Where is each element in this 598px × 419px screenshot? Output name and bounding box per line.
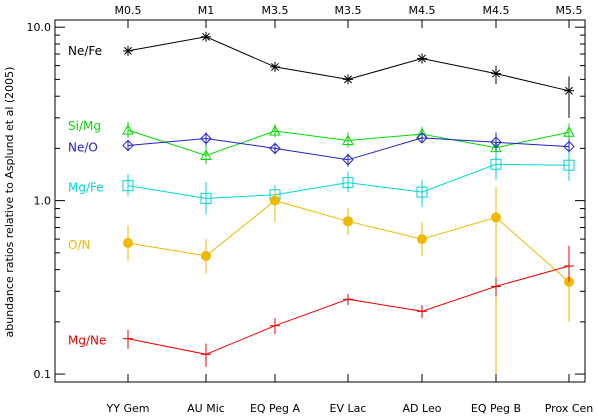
circle-shape — [201, 250, 211, 261]
mg-ne-series-line — [127, 265, 570, 355]
x-tick-label: AU Mic — [187, 402, 225, 415]
circle-marker — [123, 237, 133, 248]
diamond-marker — [269, 142, 281, 155]
asterisk-stroke — [344, 75, 352, 84]
series-labels: Ne/Fe Si/Mg Ne/O Mg/Fe O/N Mg/Ne — [68, 44, 106, 348]
asterisk-stroke — [271, 62, 279, 71]
diamond-shape — [342, 154, 354, 166]
asterisk-marker — [201, 31, 211, 42]
x-tick-label: AD Leo — [403, 402, 442, 415]
plus-marker — [123, 333, 133, 344]
square-shape — [200, 192, 212, 204]
circle-marker — [343, 216, 353, 227]
axes-group: 10.0 1.0 0.1 YY Gem M0.5 AU Mic M1 EQ Peg A M3.5… — [27, 4, 594, 415]
asterisk-marker — [417, 53, 427, 64]
top-tick-label: M4.5 — [483, 4, 510, 17]
triangle-marker — [122, 124, 134, 135]
x-tick-label: EV Lac — [330, 402, 367, 415]
circle-shape — [123, 237, 133, 248]
diamond-shape — [490, 136, 502, 148]
x-tick-label: YY Gem — [106, 402, 150, 415]
plus-marker — [201, 349, 211, 360]
square-shape — [490, 158, 502, 170]
top-tick-label: M3.5 — [335, 4, 362, 17]
asterisk-marker — [491, 68, 501, 79]
square-marker — [416, 186, 428, 198]
diamond-shape — [269, 142, 281, 155]
square-marker — [563, 159, 575, 171]
diamond-shape — [122, 139, 134, 152]
triangle-marker — [342, 134, 354, 146]
x-tick-label: Prox Cen — [545, 402, 594, 415]
ne-o-label: Ne/O — [68, 140, 98, 154]
asterisk-stroke — [565, 86, 573, 95]
plus-marker — [564, 260, 574, 271]
x-tick-label: EQ Peg A — [250, 402, 301, 415]
ne-fe-label: Ne/Fe — [68, 44, 102, 58]
triangle-shape — [269, 124, 281, 136]
triangle-marker — [563, 126, 575, 137]
y-tick-label: 0.1 — [34, 368, 52, 381]
triangle-marker — [269, 124, 281, 136]
diamond-marker — [342, 154, 354, 166]
square-shape — [122, 180, 134, 192]
diamond-marker — [490, 136, 502, 148]
diamond-shape — [563, 140, 575, 153]
asterisk-stroke — [418, 54, 426, 63]
triangle-shape — [342, 134, 354, 146]
top-tick-label: M4.5 — [409, 4, 436, 17]
circle-marker — [417, 234, 427, 245]
square-shape — [563, 159, 575, 171]
top-tick-label: M0.5 — [115, 4, 142, 17]
asterisk-stroke — [124, 46, 132, 55]
triangle-shape — [122, 124, 134, 135]
asterisk-marker — [343, 74, 353, 85]
o-n-label: O/N — [68, 238, 90, 252]
plus-marker — [270, 320, 280, 331]
mg-fe-label: Mg/Fe — [68, 181, 104, 195]
y-tick-label: 10.0 — [27, 21, 52, 34]
plot-area — [122, 31, 575, 375]
plus-marker — [491, 281, 501, 292]
circle-shape — [343, 216, 353, 227]
triangle-shape — [563, 126, 575, 137]
circle-shape — [270, 195, 280, 206]
plus-marker — [417, 306, 427, 317]
circle-shape — [491, 212, 501, 223]
top-tick-label: M3.5 — [262, 4, 289, 17]
circle-shape — [417, 234, 427, 245]
asterisk-marker — [270, 61, 280, 72]
circle-marker — [270, 195, 280, 206]
diamond-shape — [200, 132, 212, 145]
square-shape — [416, 186, 428, 198]
diamond-marker — [563, 140, 575, 153]
diamond-marker — [416, 132, 428, 144]
asterisk-marker — [564, 85, 574, 96]
diamond-marker — [122, 139, 134, 152]
square-marker — [490, 158, 502, 170]
asterisk-marker — [123, 45, 133, 56]
si-mg-label: Si/Mg — [68, 119, 101, 133]
triangle-shape — [200, 149, 212, 161]
y-tick-label: 1.0 — [34, 195, 52, 208]
mg-ne-label: Mg/Ne — [68, 334, 106, 348]
asterisk-stroke — [202, 32, 210, 41]
circle-marker — [491, 212, 501, 223]
asterisk-stroke — [492, 69, 500, 78]
top-tick-label: M5.5 — [556, 4, 583, 17]
diamond-marker — [200, 132, 212, 145]
diamond-shape — [416, 132, 428, 144]
square-shape — [342, 177, 354, 189]
y-axis-label: abundance ratios relative to Asplund et … — [3, 67, 16, 338]
top-tick-label: M1 — [198, 4, 215, 17]
square-marker — [342, 177, 354, 189]
square-marker — [200, 192, 212, 204]
square-marker — [122, 180, 134, 192]
circle-marker — [201, 250, 211, 261]
plus-marker — [343, 294, 353, 305]
triangle-marker — [200, 149, 212, 161]
x-tick-label: EQ Peg B — [471, 402, 521, 415]
